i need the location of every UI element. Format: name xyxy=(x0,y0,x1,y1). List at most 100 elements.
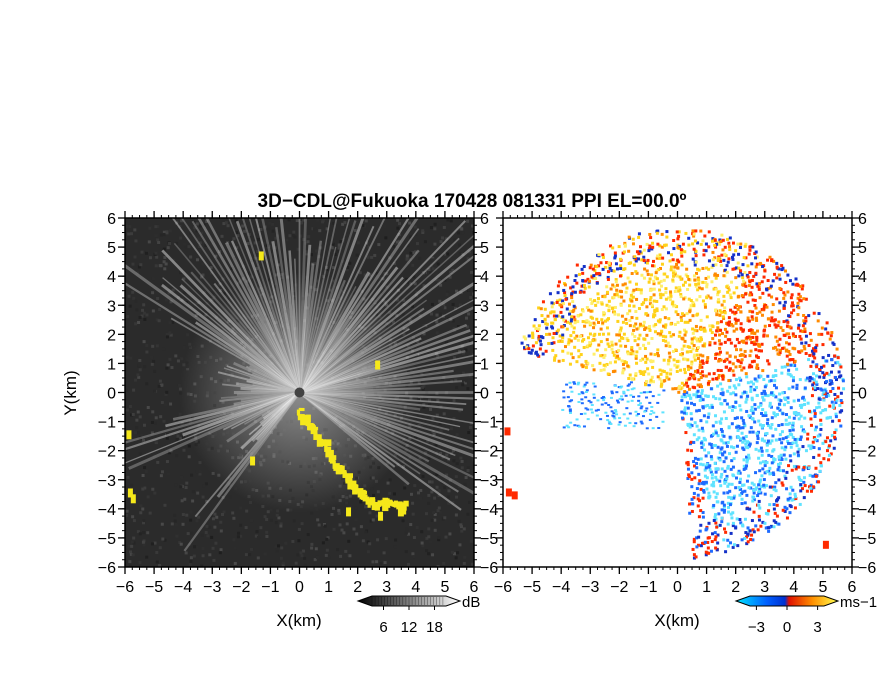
velocity-pixel xyxy=(716,533,720,537)
velocity-pixel xyxy=(685,267,689,271)
velocity-pixel xyxy=(612,353,616,357)
velocity-pixel xyxy=(729,308,733,312)
velocity-pixel xyxy=(755,311,759,315)
velocity-pixel xyxy=(803,398,807,402)
velocity-pixel xyxy=(682,383,686,387)
velocity-pixel xyxy=(533,318,537,322)
left-ray xyxy=(240,390,300,403)
velocity-pixel xyxy=(699,544,703,548)
velocity-pixel xyxy=(784,269,788,273)
velocity-pixel xyxy=(734,386,738,390)
left-ray xyxy=(299,329,471,394)
velocity-pixel xyxy=(763,439,767,443)
x-tick-label: −5 xyxy=(145,579,163,596)
noise-pixel xyxy=(195,229,199,233)
velocity-pixel xyxy=(680,347,684,351)
velocity-pixel xyxy=(745,535,749,539)
left-ray xyxy=(298,240,323,393)
velocity-pixel xyxy=(784,422,788,426)
velocity-pixel xyxy=(746,381,750,385)
velocity-pixel xyxy=(789,363,793,367)
velocity-pixel xyxy=(633,335,637,339)
noise-pixel xyxy=(411,349,415,353)
velocity-pixel xyxy=(728,236,732,240)
velocity-pixel xyxy=(635,361,639,365)
velocity-pixel xyxy=(766,394,770,398)
velocity-pixel xyxy=(777,465,781,469)
velocity-pixel xyxy=(663,243,667,247)
y-tick-label-right: −4 xyxy=(480,502,498,519)
velocity-pixel xyxy=(724,550,728,554)
velocity-pixel xyxy=(615,293,619,297)
left-ray xyxy=(275,227,301,393)
noise-pixel xyxy=(178,412,182,416)
velocity-pixel xyxy=(826,331,830,335)
velocity-pixel xyxy=(736,307,740,311)
velocity-pixel xyxy=(581,271,585,275)
velocity-pixel xyxy=(588,332,592,336)
velocity-pixel xyxy=(749,387,753,391)
velocity-pixel xyxy=(680,254,684,258)
velocity-pixel xyxy=(613,285,617,289)
left-ray xyxy=(251,391,301,443)
noise-pixel xyxy=(404,483,408,487)
velocity-pixel xyxy=(810,394,814,398)
velocity-pixel xyxy=(627,383,631,386)
velocity-pixel xyxy=(725,477,729,481)
velocity-pixel xyxy=(749,291,753,295)
noise-pixel xyxy=(412,536,416,540)
velocity-pixel xyxy=(600,302,604,306)
velocity-pixel xyxy=(611,306,615,310)
velocity-pixel xyxy=(615,283,619,287)
velocity-pixel xyxy=(727,379,731,383)
velocity-pixel xyxy=(679,315,683,319)
left-ylabel: Y(km) xyxy=(61,370,80,415)
velocity-pixel xyxy=(618,289,622,293)
velocity-pixel xyxy=(690,424,694,428)
noise-pixel xyxy=(444,535,448,539)
velocity-pixel xyxy=(723,327,727,331)
velocity-pixel xyxy=(742,458,746,462)
velocity-pixel xyxy=(784,280,788,284)
velocity-pixel xyxy=(741,391,745,395)
velocity-pixel xyxy=(666,341,670,345)
velocity-pixel xyxy=(837,386,841,390)
noise-pixel xyxy=(267,227,271,231)
velocity-pixel xyxy=(636,326,640,330)
velocity-pixel xyxy=(804,334,808,338)
velocity-pixel xyxy=(749,385,753,389)
noise-pixel xyxy=(436,509,440,513)
velocity-pixel xyxy=(778,408,782,412)
noise-pixel xyxy=(196,491,200,495)
velocity-pixel xyxy=(825,392,829,396)
left-ray xyxy=(171,218,301,394)
velocity-pixel xyxy=(600,397,604,400)
velocity-pixel xyxy=(676,266,680,270)
velocity-pixel xyxy=(614,262,618,266)
noise-pixel xyxy=(443,516,447,520)
noise-pixel xyxy=(454,289,458,293)
velocity-pixel xyxy=(588,341,592,345)
velocity-pixel xyxy=(581,279,585,283)
velocity-pixel xyxy=(645,427,649,430)
noise-pixel xyxy=(187,444,191,448)
velocity-pixel xyxy=(688,422,692,426)
noise-pixel xyxy=(421,387,425,391)
noise-pixel xyxy=(471,244,474,248)
velocity-pixel xyxy=(707,451,711,455)
noise-pixel xyxy=(189,556,193,560)
velocity-pixel xyxy=(798,378,802,382)
velocity-pixel xyxy=(730,482,734,486)
velocity-pixel xyxy=(618,339,622,343)
velocity-pixel xyxy=(649,236,653,240)
yellow-echo-pixel xyxy=(401,502,405,507)
velocity-pixel xyxy=(744,445,748,449)
noise-pixel xyxy=(175,454,179,458)
velocity-pixel xyxy=(642,391,646,394)
velocity-pixel xyxy=(690,339,694,343)
velocity-pixel xyxy=(813,428,817,432)
left-ray xyxy=(298,246,337,393)
noise-pixel xyxy=(215,515,219,519)
velocity-pixel xyxy=(694,394,698,398)
velocity-pixel xyxy=(764,526,768,530)
